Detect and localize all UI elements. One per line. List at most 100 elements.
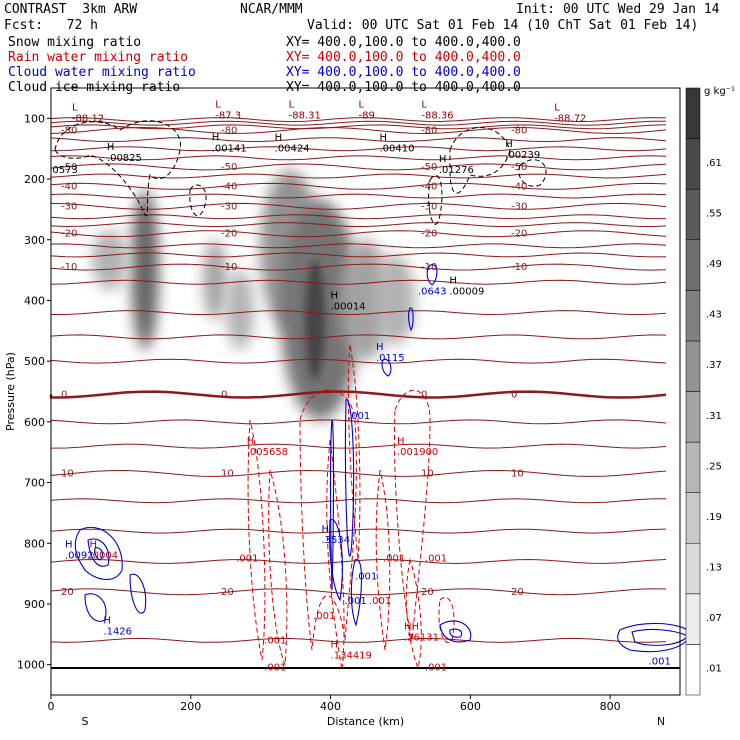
temperature-contour (50, 193, 667, 199)
extremum-value: .001 (348, 411, 370, 422)
cloudwater-contour (94, 547, 104, 561)
temperature-label: 0 (61, 390, 67, 401)
temperature-label: -20 (221, 229, 237, 240)
y-tick-label: 600 (24, 416, 45, 429)
extremum-value: .0643 (418, 286, 447, 297)
temperature-contour (49, 390, 667, 399)
extremum-symbol: L (554, 102, 560, 113)
extremum-symbol: H (103, 615, 111, 626)
extremum-symbol: H (379, 133, 387, 144)
extremum-value: -88.12 (72, 113, 104, 124)
colorbar-swatch (685, 593, 701, 645)
temperature-contour (50, 230, 667, 238)
extremum-value: .00141 (212, 144, 247, 155)
extremum-value: -88.31 (289, 110, 321, 121)
extremum-value: .00009 (449, 286, 484, 297)
cloudwater-contour (344, 399, 355, 557)
x-tick-label: 200 (180, 700, 201, 713)
x-tick-label: 400 (320, 700, 341, 713)
extremum-value: .001 (425, 553, 447, 564)
ice-contour (54, 120, 181, 217)
y-tick-label: 900 (24, 598, 45, 611)
temperature-contour (50, 279, 667, 285)
cloudwater-contours (74, 264, 691, 653)
temperature-contour (50, 124, 667, 130)
temperature-label: 0 (221, 390, 227, 401)
extremum-symbol: L (421, 99, 427, 110)
y-tick-label: 100 (24, 112, 45, 125)
temperature-contour (50, 146, 667, 152)
extremum-symbol: H (89, 539, 97, 550)
extremum-value: -88.72 (554, 113, 586, 124)
cloudwater-contour (74, 526, 123, 580)
y-tick-label: 400 (24, 294, 45, 307)
colorbar-swatch (685, 188, 701, 241)
y-tick-label: 300 (24, 234, 45, 247)
temperature-contour (50, 498, 667, 504)
temperature-label: 0 (511, 390, 517, 401)
snow-blob (131, 190, 159, 350)
temperature-contour (50, 419, 667, 425)
extremum-value: .26131 (404, 632, 439, 643)
temperature-label: -40 (61, 181, 77, 192)
temperature-label: -50 (221, 162, 237, 173)
colorbar-swatch (685, 441, 701, 493)
snow-blob (305, 260, 325, 380)
colorbar-label: .07 (706, 613, 722, 624)
extremum-value: .001 (369, 596, 391, 607)
valid-time: Valid: 00 UTC Sat 01 Feb 14 (10 ChT Sat … (307, 18, 699, 33)
colorbar-label: .55 (706, 208, 722, 219)
x-tick-label: 600 (460, 700, 481, 713)
extremum-value: .00014 (331, 302, 366, 313)
field-name-cloudwater: Cloud water mixing ratio (8, 65, 196, 80)
cloudwater-contour (84, 593, 107, 622)
temperature-contour (50, 214, 666, 220)
cloudwater-contour (426, 264, 438, 286)
temperature-contour (50, 155, 667, 161)
temperature-contour (50, 243, 667, 249)
extremum-symbol: L (72, 102, 78, 113)
cloudwater-contour (329, 419, 335, 591)
colorbar-label: .01 (706, 664, 722, 675)
temperature-label: -80 (421, 125, 437, 136)
temperature-contour (50, 202, 667, 210)
extremum-value: .0115 (376, 353, 405, 364)
extremum-symbol: H (376, 342, 384, 353)
rain-contour (438, 597, 455, 643)
extremum-value: .001 (236, 553, 258, 564)
extremum-symbol: H (247, 436, 255, 447)
temperature-contour (50, 222, 667, 228)
temperature-contour (50, 117, 667, 123)
cloudwater-contour (87, 538, 110, 567)
temperature-contour (50, 263, 667, 271)
temperature-contour (50, 469, 667, 477)
temperature-contour (50, 334, 667, 340)
extremum-value: .001 (313, 611, 335, 622)
extremum-value: .0004 (89, 550, 118, 561)
temperature-contour (50, 120, 666, 126)
temperature-label: -10 (511, 262, 527, 273)
extremum-value: .134419 (331, 651, 372, 662)
rain-contour (375, 469, 391, 651)
extremum-value: .005658 (247, 447, 288, 458)
rain-contour (326, 439, 345, 671)
cloudwater-contour (129, 573, 147, 614)
snow-shading (92, 170, 415, 420)
extremum-symbol: H (331, 640, 339, 651)
temperature-contour (50, 126, 667, 135)
cloudwater-contour (408, 307, 414, 332)
x-tick-label: 0 (48, 700, 55, 713)
extremum-symbol: H (449, 275, 457, 286)
extremum-symbol: H (107, 142, 115, 153)
cloudwater-contour (381, 358, 392, 377)
temperature-label: 10 (421, 468, 434, 479)
rain-contours (247, 344, 455, 671)
temperature-label: -10 (61, 262, 77, 273)
temperature-label: -10 (421, 262, 437, 273)
temperature-label: -20 (421, 229, 437, 240)
field-name-rain: Rain water mixing ratio (8, 50, 189, 65)
cloudwater-contour (439, 620, 472, 643)
temperature-contour (50, 310, 667, 316)
colorbar-swatch (685, 644, 701, 696)
extremum-value: .001 (345, 596, 367, 607)
